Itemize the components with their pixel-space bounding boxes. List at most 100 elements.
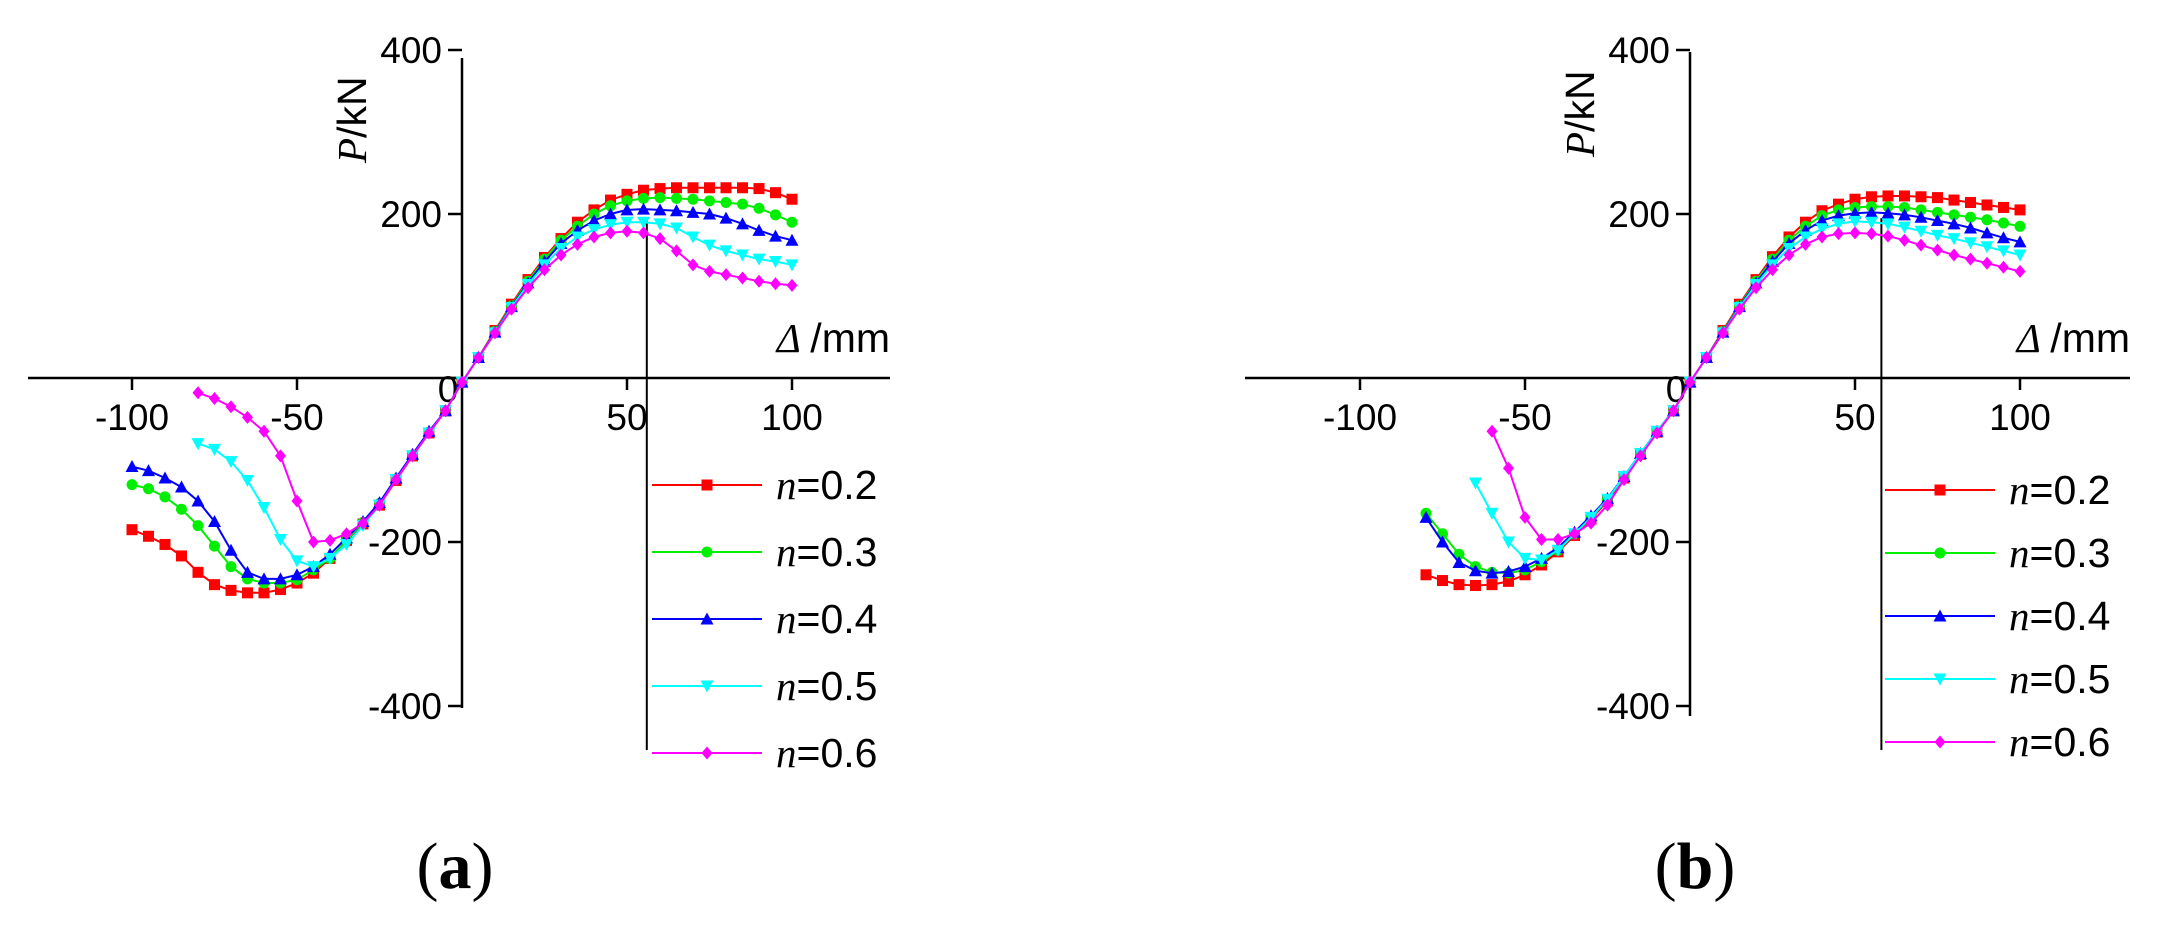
data-point (753, 202, 765, 214)
data-point (126, 479, 138, 491)
x-tick-label: 100 (1989, 397, 2051, 438)
series-line (1425, 211, 2021, 575)
data-point (1997, 231, 2010, 244)
data-point (687, 182, 699, 194)
data-point (1518, 560, 1532, 573)
data-point (2014, 220, 2026, 232)
data-point (192, 520, 204, 532)
data-point (1882, 201, 1894, 213)
data-point (225, 584, 237, 596)
data-point (275, 584, 286, 596)
data-point (719, 211, 733, 224)
data-point (1866, 191, 1877, 203)
series-line (197, 230, 793, 544)
data-point (1899, 201, 1910, 213)
legend-marker (1934, 484, 1946, 496)
data-point (1519, 510, 1531, 524)
data-point (1981, 256, 1993, 270)
data-point (1469, 477, 1482, 490)
data-point (1552, 533, 1564, 547)
legend-entry: n=0.2 (652, 462, 877, 508)
data-point (605, 200, 616, 212)
data-point (637, 216, 650, 229)
data-point (620, 216, 634, 229)
x-tick-label: -50 (270, 397, 323, 438)
data-point (621, 195, 633, 207)
data-point (686, 205, 700, 218)
data-point (176, 503, 187, 515)
data-point (1618, 473, 1630, 487)
x-axis-title: Δ /mm (2015, 315, 2130, 361)
data-point (125, 460, 139, 473)
data-point (620, 203, 634, 216)
data-point (143, 530, 154, 542)
data-point (225, 561, 237, 573)
legend-entry: n=0.6 (1885, 719, 2110, 765)
data-point (175, 480, 188, 493)
data-point (1832, 218, 1845, 231)
data-point (752, 253, 766, 266)
data-point (1750, 281, 1762, 295)
data-point (1914, 210, 1928, 223)
data-point (1915, 191, 1927, 203)
data-point (224, 543, 238, 556)
chart-panel-b: -400 -200 200 400 -100 -50 0 50 100 P/kN Δ /mm n=0.… (1245, 30, 2130, 903)
data-point (159, 491, 171, 503)
data-point (440, 404, 451, 418)
data-point (1849, 193, 1861, 205)
data-point (1915, 204, 1927, 216)
data-point (208, 443, 221, 456)
data-point (390, 473, 402, 487)
data-point (1998, 260, 2009, 274)
data-point (1815, 214, 1829, 227)
x-tick-label: 100 (761, 397, 823, 438)
data-point (275, 449, 286, 463)
data-point (290, 555, 304, 568)
data-point (1536, 533, 1547, 547)
data-point (1948, 209, 1960, 221)
data-point (423, 426, 435, 440)
data-point (654, 192, 666, 204)
data-point (374, 498, 385, 512)
data-point (1470, 579, 1481, 591)
series-n=0.3 (1420, 201, 2026, 579)
data-point (720, 268, 732, 282)
data-point (242, 410, 253, 424)
data-point (1848, 215, 1862, 228)
data-point (638, 192, 649, 204)
x-tick-label: -50 (1498, 397, 1551, 438)
data-point (785, 259, 799, 272)
data-point (1932, 192, 1943, 204)
data-point (241, 565, 254, 578)
data-point (274, 534, 287, 547)
data-point (1800, 237, 1811, 251)
legend-entry: n=0.2 (1885, 467, 2110, 513)
data-point (687, 193, 699, 205)
data-point (1964, 237, 1977, 250)
data-point (686, 231, 700, 244)
data-point (671, 244, 682, 258)
legend-marker (701, 746, 713, 760)
data-point (1503, 461, 1514, 475)
data-point (1635, 449, 1646, 463)
data-point (158, 471, 172, 484)
series-line (1425, 195, 2021, 587)
data-point (687, 258, 699, 272)
data-point (2013, 235, 2027, 248)
data-point (1866, 227, 1877, 241)
legend-label: n=0.5 (2009, 656, 2110, 702)
data-point (769, 229, 782, 242)
series-line (1425, 205, 2021, 575)
y-tick-label: -400 (368, 686, 442, 727)
chart-panel-a: -400 -200 200 400 -100 -50 0 50 100 P/kN Δ /mm n=0.… (28, 30, 890, 903)
data-point (1947, 217, 1961, 230)
data-point (621, 188, 633, 200)
data-point (308, 535, 319, 549)
data-point (456, 375, 468, 389)
legend-entry: n=0.4 (652, 596, 877, 642)
data-point (1965, 211, 1976, 223)
data-point (209, 392, 220, 405)
y-axis-title: P/kN (1557, 70, 1603, 158)
y-tick-label: 200 (1608, 194, 1670, 235)
data-point (274, 572, 287, 585)
